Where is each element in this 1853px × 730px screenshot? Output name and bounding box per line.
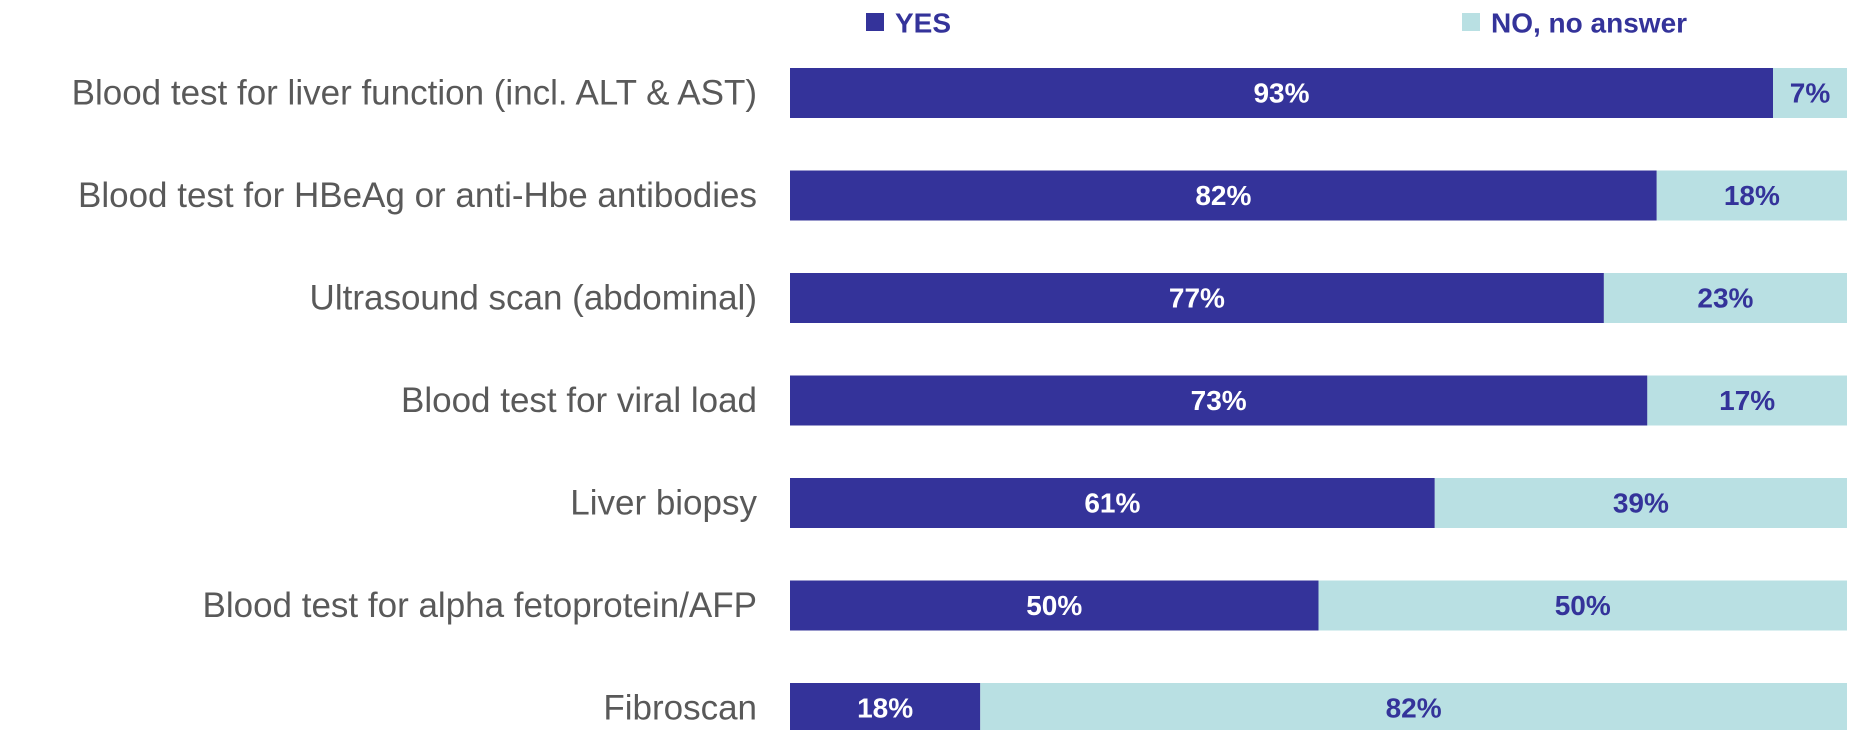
value-label: 82% — [1386, 693, 1442, 724]
value-label: 17% — [1719, 385, 1775, 416]
category-label: Liver biopsy — [570, 484, 757, 523]
legend-label: NO, no answer — [1491, 8, 1687, 39]
bar-segment — [790, 273, 1604, 323]
bar-segment — [1773, 68, 1847, 118]
bar-segment — [980, 683, 1847, 730]
value-label: 7% — [1790, 78, 1831, 109]
bar-segment — [790, 478, 1435, 528]
bar-segment — [1647, 375, 1847, 426]
category-label: Blood test for viral load — [401, 381, 757, 420]
category-label: Fibroscan — [603, 689, 757, 728]
legend-swatch — [866, 13, 884, 31]
bar-segment — [790, 683, 981, 730]
category-label: Blood test for HBeAg or anti-Hbe antibod… — [78, 176, 757, 215]
value-label: 18% — [1724, 180, 1780, 211]
value-label: 18% — [857, 693, 913, 724]
bar-segment — [1656, 170, 1847, 221]
category-label: Ultrasound scan (abdominal) — [310, 279, 757, 318]
bar-segment — [790, 580, 1319, 631]
value-label: 82% — [1195, 180, 1251, 211]
value-label: 39% — [1613, 488, 1669, 519]
value-label: 50% — [1555, 590, 1611, 621]
bar-segment — [790, 375, 1648, 426]
value-label: 77% — [1169, 283, 1225, 314]
value-label: 61% — [1084, 488, 1140, 519]
bar-segment — [1318, 580, 1847, 631]
bar-segment — [790, 170, 1657, 221]
category-label: Blood test for liver function (incl. ALT… — [72, 74, 757, 113]
value-label: 73% — [1191, 385, 1247, 416]
bar-segment — [790, 68, 1774, 118]
legend-swatch — [1462, 13, 1480, 31]
value-label: 23% — [1697, 283, 1753, 314]
bar-segment — [1603, 273, 1847, 323]
value-label: 50% — [1026, 590, 1082, 621]
category-label: Blood test for alpha fetoprotein/AFP — [203, 586, 758, 625]
bar-segment — [1434, 478, 1847, 528]
legend-label: YES — [895, 8, 951, 39]
value-label: 93% — [1253, 78, 1309, 109]
